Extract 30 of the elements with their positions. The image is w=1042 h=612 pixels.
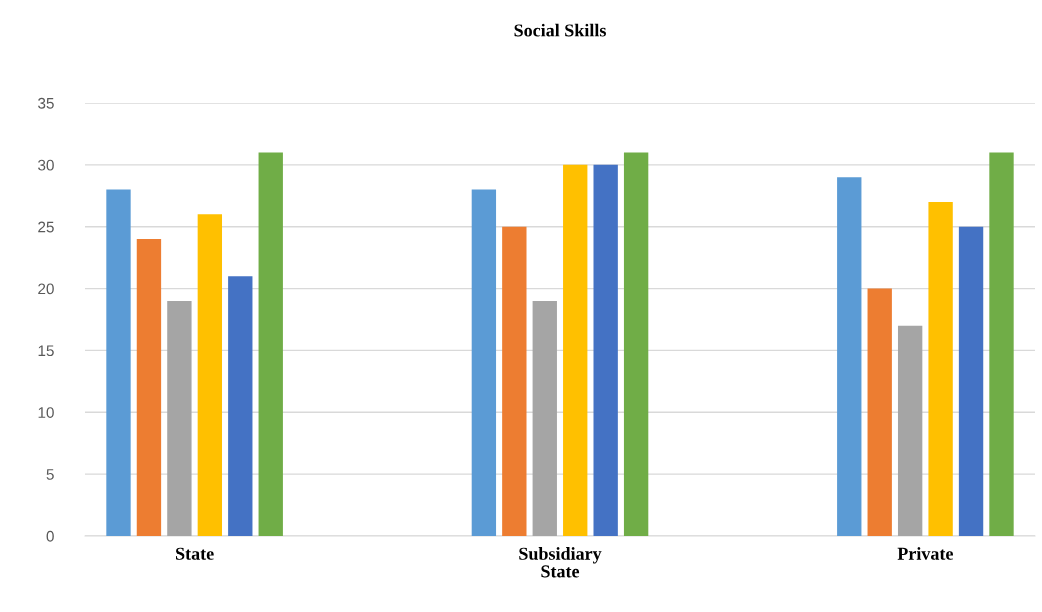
bar bbox=[958, 226, 984, 536]
y-tick-label: 0 bbox=[46, 530, 54, 542]
y-tick-label: 25 bbox=[38, 221, 54, 233]
bar bbox=[471, 189, 497, 536]
bar bbox=[928, 201, 953, 536]
bar bbox=[593, 164, 618, 536]
bar bbox=[258, 152, 283, 536]
bar bbox=[502, 226, 527, 536]
bar bbox=[106, 189, 131, 536]
bar bbox=[136, 239, 162, 536]
bar bbox=[563, 164, 588, 536]
bar bbox=[989, 152, 1014, 536]
bar bbox=[167, 300, 192, 536]
bar bbox=[897, 325, 923, 536]
bar bbox=[867, 288, 892, 536]
bar bbox=[837, 177, 862, 536]
bar bbox=[228, 276, 253, 536]
y-tick-label: 20 bbox=[38, 283, 54, 295]
bar bbox=[197, 214, 223, 536]
y-tick-label: 15 bbox=[38, 345, 54, 357]
y-tick-label: 5 bbox=[46, 469, 54, 480]
y-tick-label: 10 bbox=[38, 407, 54, 418]
y-tick-label: 35 bbox=[38, 97, 54, 109]
y-tick-label: 30 bbox=[38, 159, 54, 171]
chart-title: Social Skills bbox=[514, 23, 606, 37]
x-tick-label: Subsidiary State bbox=[519, 547, 602, 578]
x-tick-label: State bbox=[176, 547, 214, 560]
x-tick-label: Private bbox=[897, 547, 953, 560]
bar bbox=[532, 300, 557, 536]
bar bbox=[623, 152, 649, 536]
